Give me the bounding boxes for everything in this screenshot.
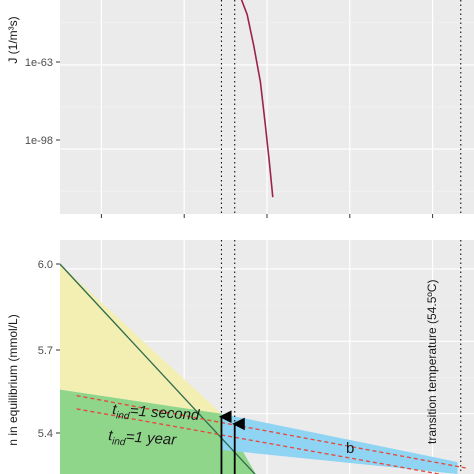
nucleation-rate-curve xyxy=(240,0,274,198)
tind-subscript: ind xyxy=(112,436,127,448)
tind-subscript: ind xyxy=(116,410,131,422)
tind-1-year-label: tind=1 year xyxy=(108,427,178,452)
tind-symbol: t xyxy=(112,401,118,418)
tind-1-year-line xyxy=(76,408,443,474)
bottom-panel: 6.0 5.7 5.4 n in equilibrium (mmol/L) ti… xyxy=(6,240,474,474)
b-region-label: b xyxy=(346,440,354,457)
equilibrium-line xyxy=(60,263,256,474)
y-tick-label: 5.4 xyxy=(38,428,53,440)
top-y-axis-title: J (1/m³s) xyxy=(6,16,20,63)
tind-symbol: t xyxy=(108,427,114,444)
bottom-y-axis-title: n in equilibrium (mmol/L) xyxy=(6,314,20,445)
bottom-reference-lines xyxy=(76,394,466,474)
transition-temperature-label: transition temperature (54.5ºC) xyxy=(425,280,439,444)
tind-value: =1 second xyxy=(129,402,200,424)
top-x-ticks xyxy=(100,214,434,218)
tind-1-second-line xyxy=(76,394,466,469)
bottom-series-layer xyxy=(60,263,256,474)
y-tick-label: 5.7 xyxy=(38,345,53,357)
tind-1-second-label: tind=1 second xyxy=(112,401,201,427)
top-y-ticks: 1e-63 1e-98 xyxy=(25,57,60,147)
tind-value: =1 year xyxy=(125,428,178,449)
green-region xyxy=(60,389,258,474)
top-grid xyxy=(60,0,474,214)
bottom-arrows xyxy=(218,410,245,474)
top-panel: 1e-63 1e-98 J (1/m³s) xyxy=(6,0,474,218)
top-series-layer xyxy=(240,0,274,198)
y-tick-label: 1e-63 xyxy=(25,57,53,69)
bottom-y-ticks: 6.0 5.7 5.4 xyxy=(38,259,60,440)
yellow-region xyxy=(60,264,222,414)
y-tick-label: 1e-98 xyxy=(25,135,53,147)
y-tick-label: 6.0 xyxy=(38,259,53,271)
